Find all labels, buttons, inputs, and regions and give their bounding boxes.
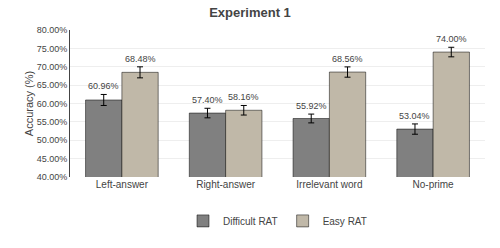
svg-text:55.00%: 55.00% [37, 117, 68, 127]
svg-text:Left-answer: Left-answer [96, 179, 149, 190]
svg-text:50.00%: 50.00% [37, 135, 68, 145]
svg-text:Right-answer: Right-answer [196, 179, 256, 190]
svg-text:74.00%: 74.00% [436, 34, 467, 44]
svg-text:53.04%: 53.04% [399, 111, 430, 121]
svg-text:75.00%: 75.00% [37, 44, 68, 54]
svg-text:Accuracy (%): Accuracy (%) [23, 71, 35, 136]
svg-text:60.96%: 60.96% [88, 81, 119, 91]
svg-text:60.00%: 60.00% [37, 99, 68, 109]
svg-text:55.92%: 55.92% [296, 101, 327, 111]
svg-text:68.56%: 68.56% [332, 54, 363, 64]
svg-text:80.00%: 80.00% [37, 25, 68, 35]
svg-text:45.00%: 45.00% [37, 154, 68, 164]
svg-text:40.00%: 40.00% [37, 172, 68, 182]
svg-text:58.16%: 58.16% [228, 92, 259, 102]
svg-text:70.00%: 70.00% [37, 62, 68, 72]
svg-text:68.48%: 68.48% [125, 54, 156, 64]
svg-text:Easy RAT: Easy RAT [323, 216, 367, 227]
svg-text:Difficult RAT: Difficult RAT [223, 216, 278, 227]
svg-text:Experiment 1: Experiment 1 [209, 5, 291, 20]
svg-text:No-prime: No-prime [413, 179, 455, 190]
svg-text:Irrelevant word: Irrelevant word [296, 179, 362, 190]
svg-text:57.40%: 57.40% [192, 95, 223, 105]
svg-text:65.00%: 65.00% [37, 80, 68, 90]
